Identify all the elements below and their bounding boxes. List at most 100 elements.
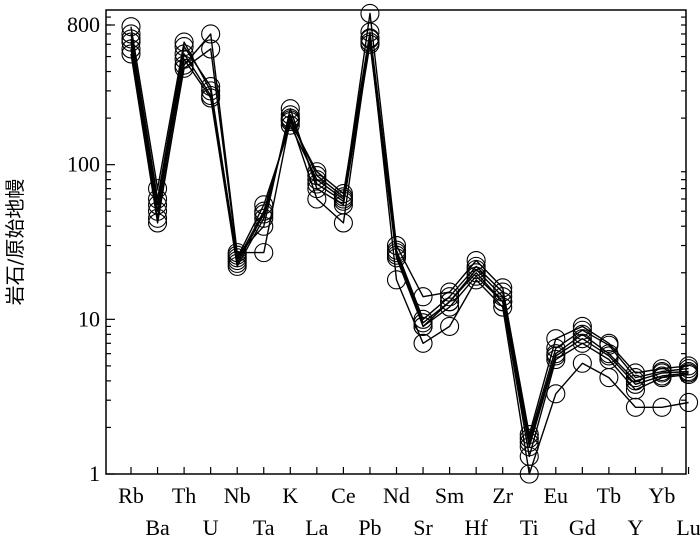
data-point	[625, 371, 646, 391]
data-point	[652, 397, 672, 417]
data-point	[519, 464, 539, 484]
data-point	[625, 380, 646, 400]
data-point	[413, 287, 433, 307]
data-point	[493, 292, 513, 312]
data-point	[121, 17, 141, 37]
data-point	[466, 266, 486, 286]
data-point	[413, 333, 433, 353]
data-point	[148, 179, 168, 199]
data-point	[546, 349, 566, 370]
x-tick-label: Th	[172, 483, 196, 508]
data-point	[307, 174, 327, 194]
data-point	[174, 49, 194, 69]
x-tick-label: Ti	[520, 515, 539, 540]
data-point	[201, 24, 221, 44]
data-point	[307, 170, 327, 190]
data-point	[333, 191, 353, 211]
data-point	[148, 208, 168, 228]
data-point	[493, 297, 513, 317]
data-point	[333, 213, 353, 233]
data-point	[678, 364, 699, 385]
y-tick-label: 800	[67, 12, 100, 37]
data-point	[148, 213, 168, 233]
data-point	[572, 329, 592, 349]
data-point	[227, 256, 247, 276]
data-point	[307, 179, 327, 199]
data-point	[546, 346, 566, 366]
x-tick-label: K	[282, 483, 298, 508]
x-tick-label: Ce	[331, 483, 355, 508]
y-axis-label: 岩石/原始地幔	[3, 179, 27, 306]
data-point	[227, 243, 247, 263]
data-point	[519, 424, 539, 445]
x-tick-label: Zr	[492, 483, 513, 508]
data-point	[572, 324, 592, 344]
x-tick-label: Gd	[569, 515, 596, 540]
data-point	[254, 204, 274, 224]
x-tick-label: Sr	[413, 515, 433, 540]
data-point	[360, 3, 380, 23]
x-tick-label: U	[203, 515, 219, 540]
x-tick-label: Yb	[649, 483, 676, 508]
x-tick-label: Lu	[676, 515, 700, 540]
data-point	[174, 37, 194, 57]
data-point	[440, 287, 460, 307]
x-tick-label: Tb	[597, 483, 621, 508]
data-point	[546, 338, 566, 358]
data-point	[546, 329, 566, 349]
y-tick-label: 100	[67, 152, 100, 177]
data-point	[201, 39, 221, 59]
data-point	[254, 216, 274, 236]
x-tick-label: Sm	[435, 483, 464, 508]
x-tick-label: Eu	[544, 483, 568, 508]
data-point	[599, 346, 619, 366]
data-point	[466, 263, 486, 283]
data-point	[599, 368, 619, 388]
data-point	[386, 235, 407, 256]
x-tick-label: Nb	[224, 483, 251, 508]
data-point	[440, 292, 460, 312]
data-point	[174, 32, 194, 52]
x-tick-label: Rb	[118, 483, 144, 508]
data-point	[307, 189, 327, 209]
y-tick-label: 1	[89, 461, 100, 486]
data-point	[519, 432, 539, 452]
data-point	[413, 309, 433, 329]
data-point	[466, 270, 486, 290]
data-point	[280, 105, 300, 125]
data-point	[201, 81, 221, 101]
data-point	[121, 24, 141, 44]
data-point	[440, 297, 460, 317]
x-tick-label: Ba	[145, 515, 170, 540]
data-point	[546, 384, 566, 404]
series-line	[130, 33, 689, 475]
data-point	[466, 259, 486, 280]
data-point	[466, 250, 486, 271]
data-point	[625, 397, 646, 417]
x-tick-label: Ta	[253, 515, 275, 540]
x-tick-label: Hf	[465, 515, 489, 540]
data-point	[519, 437, 539, 457]
data-point	[280, 99, 300, 119]
data-point	[440, 282, 460, 302]
data-point	[678, 392, 699, 413]
data-point	[307, 162, 327, 182]
data-point	[254, 195, 274, 215]
data-point	[572, 316, 592, 336]
data-point	[201, 76, 221, 97]
data-point	[201, 88, 221, 108]
data-point	[360, 28, 380, 48]
y-tick-label: 10	[78, 306, 100, 331]
data-point	[599, 335, 619, 355]
data-point	[254, 208, 274, 228]
data-point	[386, 270, 407, 290]
x-tick-label: Y	[628, 515, 644, 540]
data-point	[625, 368, 646, 388]
data-point	[307, 166, 327, 186]
data-point	[440, 316, 460, 336]
series-line	[130, 43, 689, 458]
data-point	[386, 248, 407, 268]
data-point	[121, 44, 141, 64]
